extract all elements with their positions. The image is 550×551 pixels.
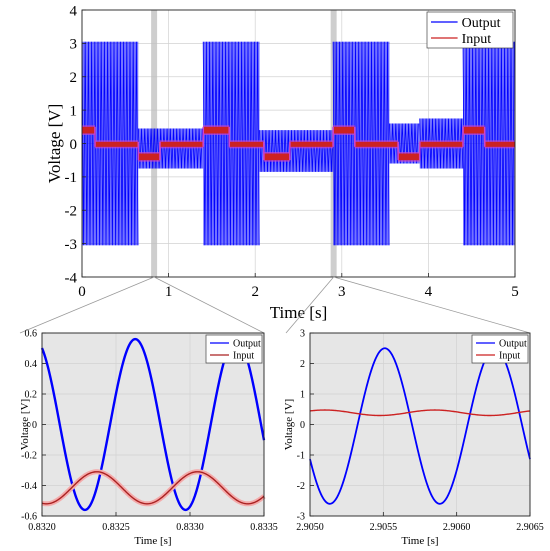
input-envelope-segment bbox=[333, 126, 355, 134]
main-xlabel: Time [s] bbox=[270, 303, 327, 322]
main-xtick-label: 0 bbox=[78, 284, 86, 300]
zoom_left-xtick-label: 0.8325 bbox=[102, 522, 130, 533]
main-xtick-label: 3 bbox=[338, 284, 346, 300]
zoom_right-ytick-label: 1 bbox=[300, 390, 305, 401]
main-legend-label-output: Output bbox=[462, 16, 501, 31]
input-envelope-segment bbox=[289, 141, 334, 147]
input-envelope-segment bbox=[419, 141, 464, 147]
input-envelope-segment bbox=[94, 141, 139, 147]
zoom_right-xtick-label: 2.9065 bbox=[516, 522, 544, 533]
main-ytick-label: 0 bbox=[70, 137, 78, 153]
main-series-input bbox=[82, 125, 515, 162]
zoom_right-ytick-label: -1 bbox=[297, 451, 305, 462]
main-ytick-label: -3 bbox=[65, 237, 78, 253]
main-ytick-label: -4 bbox=[65, 270, 78, 286]
input-envelope-segment bbox=[354, 141, 399, 147]
zoom_right-ytick-label: 2 bbox=[300, 359, 305, 370]
zoom_left-legend-box bbox=[205, 334, 263, 364]
zoom-connector-left-a bbox=[19, 276, 155, 334]
main-xtick-label: 1 bbox=[165, 284, 173, 300]
main-ytick-label: 4 bbox=[70, 3, 78, 19]
main-xtick-label: 5 bbox=[511, 284, 519, 300]
main-ytick-label: 2 bbox=[70, 70, 78, 86]
zoom_right-ytick-label: 0 bbox=[300, 420, 305, 431]
input-envelope-segment bbox=[263, 153, 290, 161]
main-xtick-label: 2 bbox=[251, 284, 259, 300]
zoom_right-xtick-label: 2.9050 bbox=[296, 522, 324, 533]
input-envelope-segment bbox=[484, 141, 515, 147]
zoom_right-series-input bbox=[309, 409, 531, 417]
zoom_left-axes-overlay: 0.8320 0.8325 0.8330 0.8335 -0.6 -0.4 -0.2 0 0.2… bbox=[21, 329, 278, 534]
main-legend-label-input: Input bbox=[462, 32, 492, 47]
zoom_left-xtick-label: 0.8320 bbox=[28, 522, 56, 533]
zoom_right-axes-overlay: 2.9050 2.9055 2.9060 2.9065 -3 -2 -1 0 1 2 3 bbox=[296, 329, 544, 534]
main-ytick-label: 1 bbox=[70, 103, 78, 119]
main-legend-box bbox=[426, 11, 514, 49]
zoom_left-legend-label-input: Input bbox=[233, 351, 254, 362]
zoom_right-ytick-label: 3 bbox=[300, 329, 305, 340]
zoom_right-axes bbox=[309, 332, 531, 517]
main-ytick-label: -1 bbox=[65, 170, 78, 186]
zoom_left-legend-label-output: Output bbox=[233, 339, 261, 350]
zoom_left-series-input bbox=[41, 471, 265, 505]
zoom_right-xtick-label: 2.9060 bbox=[443, 522, 471, 533]
input-envelope-segment bbox=[82, 126, 95, 134]
zoom_right-legend-label-output: Output bbox=[499, 339, 527, 350]
input-envelope-segment bbox=[463, 126, 485, 134]
zoom_left-ytick-label: 0.4 bbox=[25, 359, 38, 370]
main-axes-overlay: 0 1 2 3 4 5 -4 -3 -2 -1 0 1 2 3 4 bbox=[65, 3, 519, 300]
zoom_right-ytick-label: -2 bbox=[297, 481, 305, 492]
input-envelope-segment bbox=[159, 141, 204, 147]
zoom_right-legend-label-input: Input bbox=[499, 351, 520, 362]
input-envelope-segment bbox=[138, 153, 160, 161]
zoom_left-ytick-label: -0.4 bbox=[21, 481, 37, 492]
zoom_left-ytick-label: 0.6 bbox=[25, 329, 38, 340]
main-ytick-label: 3 bbox=[70, 37, 78, 53]
zoom_left-ytick-label: -0.2 bbox=[21, 451, 37, 462]
input-envelope-segment bbox=[398, 153, 420, 161]
zoom_right-ylabel: Voltage [V] bbox=[283, 399, 295, 450]
main-xtick-label: 4 bbox=[425, 284, 433, 300]
input-envelope-segment bbox=[203, 126, 230, 134]
zoom_left-ytick-label: 0.2 bbox=[25, 390, 38, 401]
zoom_left-axes bbox=[41, 332, 265, 517]
zoom_left-xlabel: Time [s] bbox=[134, 535, 171, 547]
zoom_left-ylabel: Voltage [V] bbox=[19, 399, 31, 450]
zoom-connector-right-a bbox=[285, 276, 334, 334]
zoom-connector-left-b bbox=[153, 276, 265, 334]
main-ytick-label: -2 bbox=[65, 204, 78, 220]
zoom_left-xtick-label: 0.8330 bbox=[176, 522, 204, 533]
zoom_left-xtick-label: 0.8335 bbox=[250, 522, 278, 533]
output-oscillation-segment bbox=[389, 123, 419, 164]
zoom_right-legend-box bbox=[471, 334, 529, 364]
input-envelope-segment bbox=[229, 141, 264, 147]
zoom_right-xlabel: Time [s] bbox=[401, 535, 438, 547]
zoom_right-xtick-label: 2.9055 bbox=[370, 522, 398, 533]
main-ylabel: Voltage [V] bbox=[45, 104, 64, 183]
zoom_left-ytick-label: -0.6 bbox=[21, 512, 37, 523]
zoom_right-ytick-label: -3 bbox=[297, 512, 305, 523]
zoom_left-ytick-label: 0 bbox=[32, 420, 37, 431]
zoom-connector-right-b bbox=[333, 276, 531, 334]
